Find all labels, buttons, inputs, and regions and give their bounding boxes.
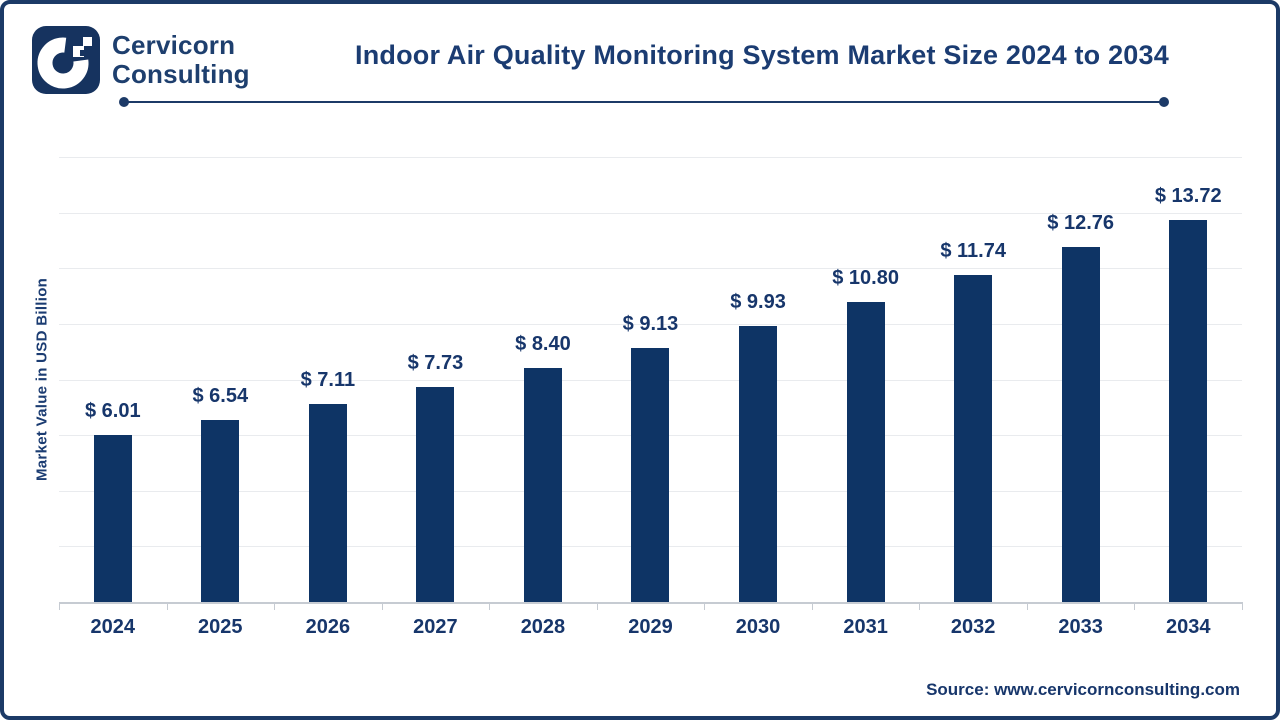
bar <box>631 348 670 602</box>
x-axis-label: 2027 <box>413 616 458 638</box>
bar-value-label: $ 7.73 <box>407 352 464 375</box>
bar <box>523 368 562 602</box>
brand-name: Cervicorn Consulting <box>112 30 250 90</box>
x-axis-tick <box>59 602 60 610</box>
title-divider <box>119 97 1169 107</box>
bar <box>954 275 993 602</box>
gridline <box>59 212 1242 214</box>
bar <box>739 325 778 602</box>
bar-value-label: $ 7.11 <box>300 369 356 392</box>
x-axis-tick <box>919 602 921 610</box>
bar-value-label: $ 9.93 <box>730 290 786 313</box>
bar-value-label: $ 12.76 <box>1047 212 1115 235</box>
gridline <box>59 157 1242 158</box>
bar-column: $ 11.74 2032 <box>919 157 1027 638</box>
gridline <box>59 323 1242 325</box>
bar <box>308 404 347 602</box>
x-axis-label: 2032 <box>950 616 996 638</box>
bar-value-label: $ 13.72 <box>1154 185 1222 208</box>
x-axis-tick <box>489 602 491 610</box>
bar <box>846 301 885 602</box>
x-axis-tick <box>1134 602 1136 610</box>
bar-column: $ 7.73 2027 <box>382 157 490 638</box>
bar-value-label: $ 6.54 <box>192 385 249 408</box>
x-axis-tick <box>274 602 276 610</box>
bar-column: $ 9.13 2029 <box>597 157 705 638</box>
bar-column: $ 10.80 2031 <box>812 157 920 638</box>
x-axis-label: 2029 <box>628 616 673 638</box>
cervicorn-logo <box>32 26 100 94</box>
x-axis-label: 2025 <box>198 616 243 638</box>
bar-value-label: $ 8.40 <box>515 333 571 356</box>
x-axis-label: 2024 <box>90 616 136 638</box>
bar <box>1061 247 1100 602</box>
x-axis-tick <box>381 602 383 610</box>
bar-value-label: $ 10.80 <box>832 266 899 289</box>
bar-value-label: $ 11.74 <box>940 240 1006 263</box>
gridline <box>59 268 1242 270</box>
x-axis-tick <box>1242 602 1243 610</box>
bar <box>416 387 455 602</box>
bar <box>1169 220 1208 602</box>
plot-area: $ 6.01 2024 $ 6.54 2025 $ 7.11 2026 $ 7.73 2027… <box>59 157 1243 638</box>
y-axis-title: Market Value in USD Billion <box>33 277 51 482</box>
bar <box>93 434 132 602</box>
bar-value-label: $ 6.01 <box>84 399 141 422</box>
bar-column: $ 13.72 2034 <box>1134 157 1242 638</box>
bar-column: $ 8.40 2028 <box>489 157 597 638</box>
source-text: Source: www.cervicornconsulting.com <box>926 680 1240 699</box>
x-axis-label: 2034 <box>1165 616 1211 638</box>
bar <box>201 420 240 602</box>
x-axis-label: 2026 <box>305 616 351 638</box>
brand-line1: Cervicorn <box>112 30 236 60</box>
brand-line2: Consulting <box>112 59 250 90</box>
x-axis-tick <box>166 602 168 610</box>
page-title: Indoor Air Quality Monitoring System Mar… <box>355 40 1169 70</box>
bar-value-label: $ 9.13 <box>622 313 679 336</box>
bar-column: $ 12.76 2033 <box>1027 157 1135 638</box>
x-axis-tick <box>811 602 813 610</box>
x-axis-label: 2028 <box>520 616 566 638</box>
x-axis-tick <box>704 602 706 610</box>
x-axis-tick <box>596 602 598 610</box>
bar-column: $ 9.93 2030 <box>704 157 812 638</box>
bar-column: $ 6.54 2025 <box>167 157 275 638</box>
bar-column: $ 6.01 2024 <box>59 157 167 638</box>
x-axis-label: 2033 <box>1058 616 1103 638</box>
x-axis-label: 2030 <box>735 616 781 638</box>
bar-column: $ 7.11 2026 <box>274 157 382 638</box>
x-axis-tick <box>1026 602 1028 610</box>
x-axis-label: 2031 <box>843 616 888 638</box>
cervicorn-logo-icon <box>32 26 100 94</box>
